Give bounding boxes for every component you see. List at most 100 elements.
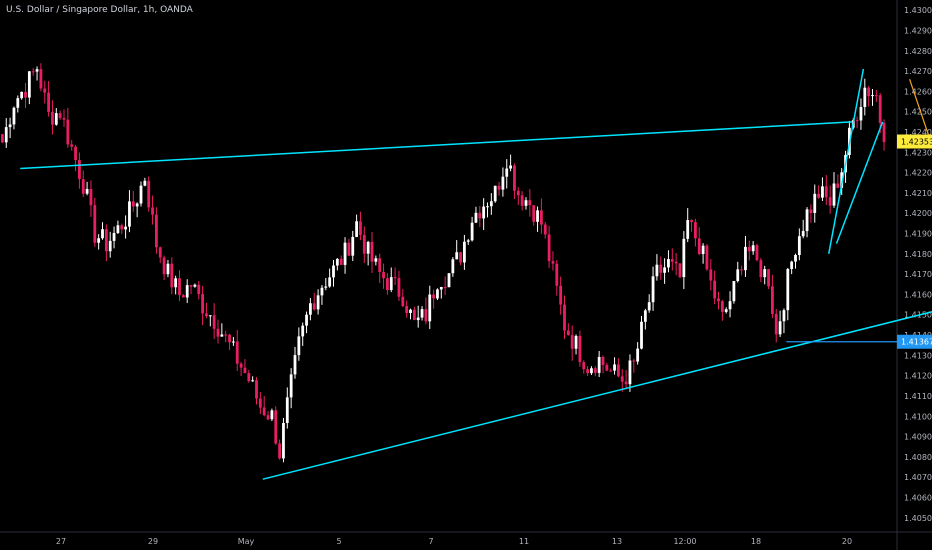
upper-trendline[interactable]	[20, 121, 852, 170]
candle-body	[501, 176, 505, 190]
candle-body	[289, 374, 293, 398]
y-tick-label: 1.40800	[904, 453, 932, 462]
x-tick-label: 20	[842, 537, 852, 546]
candle-body	[416, 317, 420, 321]
candle-body	[609, 370, 613, 372]
candle-body	[547, 234, 551, 262]
candle-body	[601, 356, 605, 365]
candle-body	[143, 180, 147, 186]
candle-body	[720, 301, 724, 312]
y-tick-label: 1.42800	[904, 47, 932, 56]
candle-body	[116, 225, 120, 233]
candle-body	[162, 257, 166, 275]
candle-body	[351, 236, 355, 256]
price-label-text: 1.42353	[901, 138, 932, 147]
candle-body	[193, 284, 197, 287]
candle-body	[478, 212, 482, 219]
candle-body	[713, 280, 717, 299]
y-tick-label: 1.41800	[904, 250, 932, 259]
candle-body	[670, 259, 674, 262]
candle-body	[128, 201, 131, 227]
candle-body	[47, 92, 50, 112]
candle-body	[543, 224, 547, 235]
candle-body	[397, 278, 401, 297]
x-tick-label: 11	[519, 537, 529, 546]
y-tick-label: 1.40500	[904, 514, 932, 523]
candles	[1, 63, 886, 463]
candle-body	[239, 363, 243, 368]
price-label-box	[897, 334, 932, 349]
y-tick-label: 1.42500	[904, 108, 932, 117]
candle-body	[786, 269, 790, 311]
candle-body	[582, 362, 586, 370]
candle-body	[31, 71, 35, 73]
candle-body	[624, 381, 628, 385]
candle-body	[782, 310, 786, 322]
candle-body	[516, 190, 520, 196]
candle-body	[678, 263, 682, 278]
y-tick-label: 1.41100	[904, 392, 932, 401]
candle-body	[401, 296, 405, 307]
candle-body	[717, 298, 720, 302]
candle-body	[636, 348, 640, 362]
candle-body	[432, 294, 435, 299]
candle-body	[309, 303, 312, 315]
candle-body	[863, 87, 867, 108]
candle-body	[255, 380, 258, 399]
candle-body	[212, 315, 216, 329]
candle-body	[124, 226, 127, 230]
candle-body	[874, 95, 878, 97]
x-tick-label: 29	[148, 537, 158, 546]
candle-body	[208, 315, 212, 317]
candle-body	[355, 221, 358, 237]
candle-body	[362, 234, 366, 254]
candle-body	[339, 258, 343, 265]
candle-body	[824, 186, 828, 198]
candle-body	[705, 245, 709, 270]
y-tick-label: 1.43000	[904, 6, 932, 15]
candle-body	[155, 214, 158, 248]
candle-body	[613, 364, 616, 371]
candle-body	[489, 201, 493, 207]
candle-body	[412, 309, 416, 321]
candle-body	[243, 367, 247, 374]
candle-body	[85, 188, 89, 194]
projection-arrow-1[interactable]	[909, 78, 932, 341]
candle-body	[540, 210, 543, 225]
candle-body	[813, 193, 817, 213]
candle-body	[101, 229, 104, 239]
candle-body	[112, 232, 116, 241]
wedge-line-right[interactable]	[835, 121, 884, 244]
candle-body	[266, 415, 270, 420]
candle-body	[524, 200, 528, 206]
y-tick-label: 1.41300	[904, 351, 932, 360]
candle-body	[466, 240, 470, 242]
candle-body	[463, 241, 466, 263]
candle-body	[659, 264, 663, 273]
candle-body	[232, 341, 235, 343]
lower-trendline[interactable]	[262, 311, 932, 480]
candle-body	[628, 360, 632, 385]
candle-body	[759, 260, 763, 278]
candle-body	[89, 188, 93, 206]
y-tick-label: 1.42700	[904, 67, 932, 76]
candle-body	[617, 364, 620, 377]
candle-body	[181, 295, 185, 298]
candle-body	[439, 287, 443, 290]
y-tick-label: 1.42200	[904, 169, 932, 178]
candle-body	[597, 356, 601, 373]
y-tick-label: 1.40700	[904, 473, 932, 482]
y-tick-label: 1.42100	[904, 189, 932, 198]
candle-body	[493, 185, 497, 202]
candle-body	[790, 261, 794, 270]
candle-body	[282, 422, 285, 459]
wedge-line-left[interactable]	[828, 68, 865, 254]
candle-body	[747, 246, 751, 252]
candle-body	[755, 245, 759, 261]
candle-body	[251, 380, 255, 382]
candle-body	[39, 69, 43, 89]
candle-body	[855, 120, 859, 122]
candle-body	[316, 295, 320, 310]
candle-body	[724, 309, 728, 312]
